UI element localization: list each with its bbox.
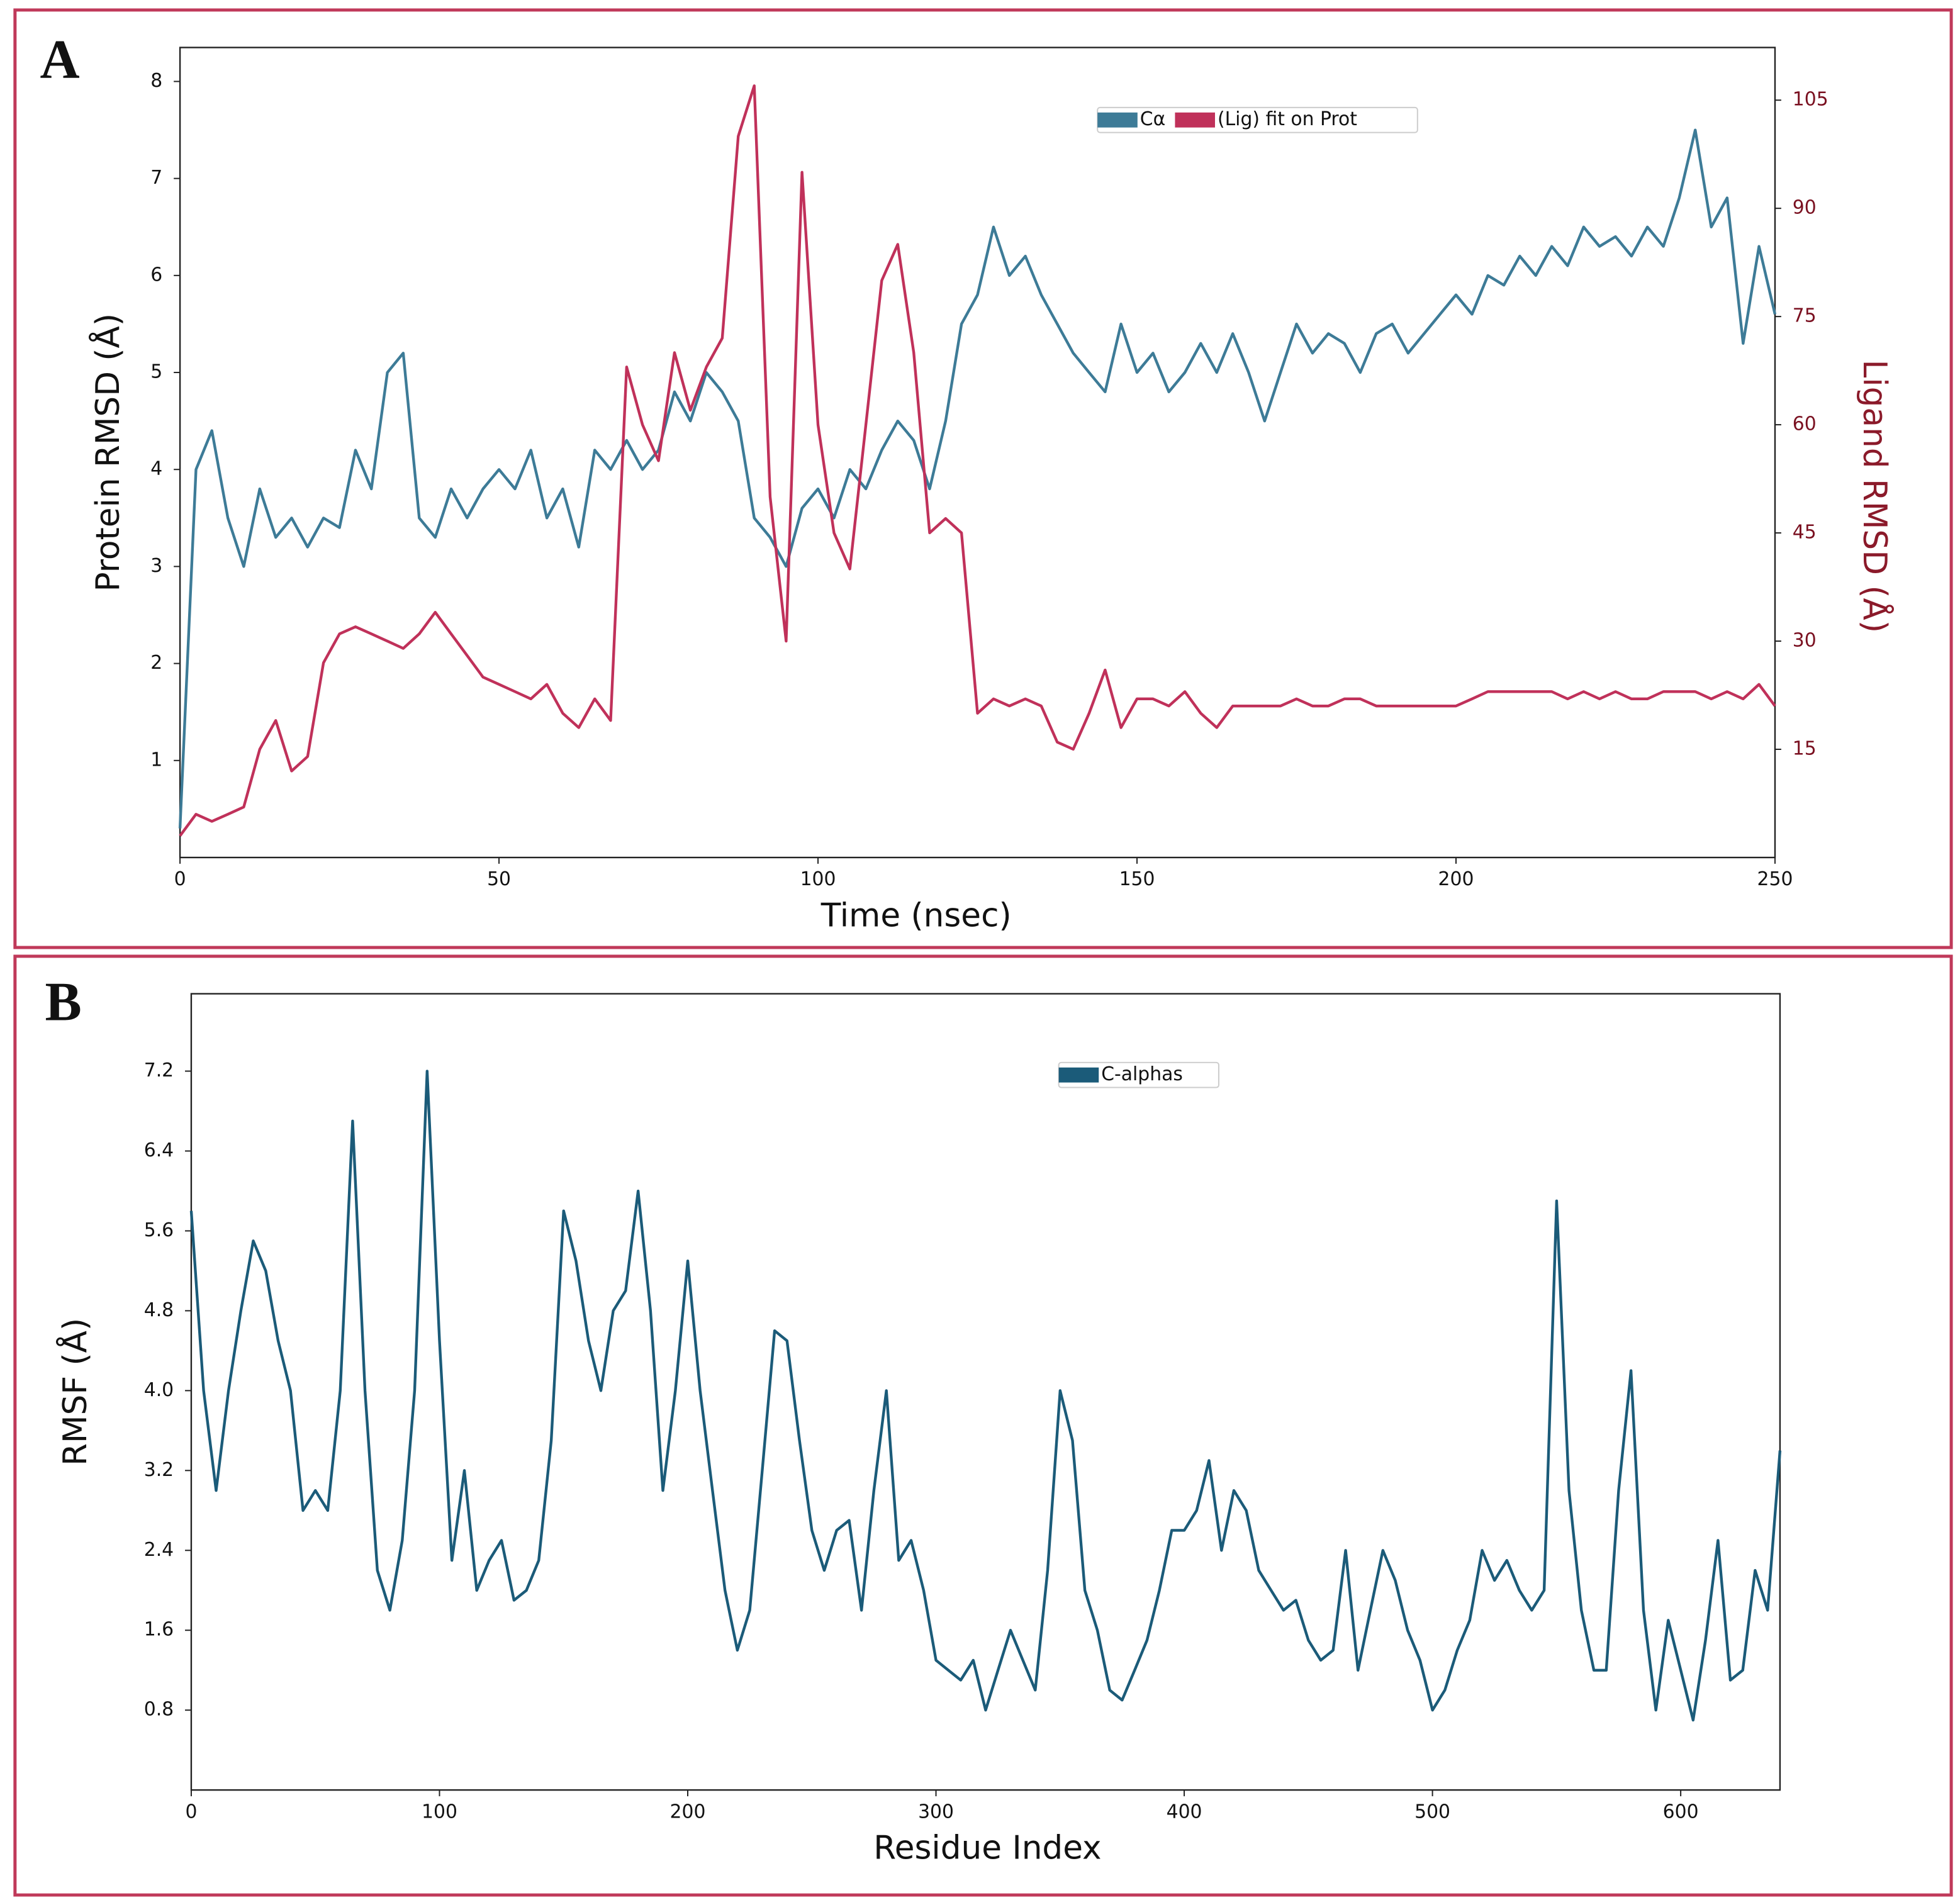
y2-tick-label: 15 bbox=[1793, 738, 1817, 760]
y-tick-label: 4.0 bbox=[144, 1379, 174, 1401]
y-tick-label: 0.8 bbox=[144, 1699, 174, 1721]
x-tick-label: 300 bbox=[918, 1801, 954, 1823]
legend-swatch bbox=[1058, 1067, 1099, 1083]
series-line bbox=[189, 1070, 1782, 1722]
y2-tick-label: 45 bbox=[1793, 522, 1817, 544]
plot-area bbox=[190, 993, 1781, 1791]
legend-label: (Lig) fit on Prot bbox=[1218, 108, 1357, 130]
legend-swatch bbox=[1097, 112, 1138, 128]
y-tick-label: 4.8 bbox=[144, 1299, 174, 1321]
y2-axis-label: Ligand RMSD (Å) bbox=[1856, 360, 1895, 634]
y-tick-label: 7 bbox=[150, 167, 162, 189]
x-tick-label: 100 bbox=[800, 868, 836, 890]
x-tick-label: 600 bbox=[1663, 1801, 1699, 1823]
panel-label: B bbox=[45, 971, 82, 1032]
plot-area bbox=[179, 47, 1776, 859]
y-tick-label: 6.4 bbox=[144, 1139, 174, 1161]
x-tick-label: 500 bbox=[1414, 1801, 1450, 1823]
series-line bbox=[179, 84, 1776, 837]
y-tick-label: 4 bbox=[150, 458, 162, 480]
x-tick-label: 250 bbox=[1757, 868, 1793, 890]
x-axis-label: Time (nsec) bbox=[820, 897, 1012, 934]
y2-tick-label: 105 bbox=[1793, 89, 1828, 111]
legend-label: Cα bbox=[1140, 108, 1165, 130]
y-axis-label: RMSF (Å) bbox=[55, 1318, 94, 1466]
y-tick-label: 1 bbox=[150, 749, 162, 771]
x-tick-label: 200 bbox=[1438, 868, 1474, 890]
y-tick-label: 8 bbox=[150, 70, 162, 92]
x-tick-label: 200 bbox=[670, 1801, 706, 1823]
y2-tick-label: 30 bbox=[1793, 630, 1817, 652]
x-tick-label: 150 bbox=[1119, 868, 1155, 890]
y-tick-label: 6 bbox=[150, 264, 162, 286]
x-axis-label: Residue Index bbox=[873, 1830, 1101, 1867]
y2-tick-label: 60 bbox=[1793, 413, 1817, 435]
y2-tick-label: 75 bbox=[1793, 305, 1817, 327]
y-tick-label: 3.2 bbox=[144, 1459, 174, 1481]
legend-swatch bbox=[1175, 112, 1215, 128]
panel-frame bbox=[13, 8, 1953, 949]
y-tick-label: 5.6 bbox=[144, 1219, 174, 1241]
y-tick-label: 2.4 bbox=[144, 1539, 174, 1561]
panel-frame bbox=[13, 954, 1953, 1897]
x-tick-label: 50 bbox=[487, 868, 511, 890]
x-tick-label: 400 bbox=[1167, 1801, 1202, 1823]
legend-label: C-alphas bbox=[1101, 1063, 1183, 1085]
y-tick-label: 5 bbox=[150, 361, 162, 383]
y2-tick-label: 90 bbox=[1793, 197, 1817, 219]
y-axis-label: Protein RMSD (Å) bbox=[88, 313, 127, 591]
x-tick-label: 0 bbox=[174, 868, 186, 890]
y-tick-label: 3 bbox=[150, 555, 162, 577]
series-line bbox=[178, 128, 1777, 829]
x-tick-label: 100 bbox=[422, 1801, 457, 1823]
panel-label: A bbox=[40, 28, 80, 89]
y-tick-label: 2 bbox=[150, 652, 162, 674]
y-tick-label: 7.2 bbox=[144, 1059, 174, 1081]
x-tick-label: 0 bbox=[185, 1801, 197, 1823]
y-tick-label: 1.6 bbox=[144, 1619, 174, 1641]
